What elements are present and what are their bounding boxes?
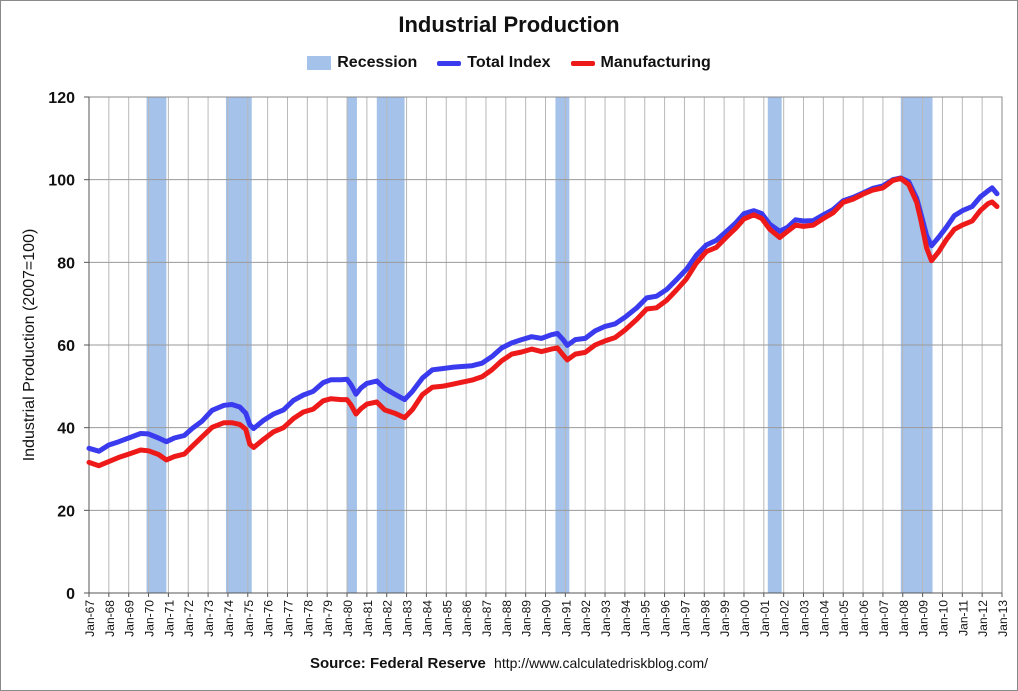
y-tick-label-100: 100: [48, 173, 75, 190]
x-tick-label-Jan-85: Jan-85: [440, 600, 454, 637]
x-tick-label-Jan-84: Jan-84: [420, 600, 434, 637]
x-tick-label-Jan-75: Jan-75: [242, 600, 256, 637]
x-tick-label-Jan-68: Jan-68: [103, 600, 117, 637]
legend-swatch-total-index: [437, 60, 462, 66]
x-tick-label-Jan-05: Jan-05: [837, 600, 851, 637]
x-tick-label-Jan-13: Jan-13: [996, 600, 1010, 637]
x-tick-label-Jan-97: Jan-97: [678, 600, 692, 637]
y-tick-label-60: 60: [57, 338, 75, 355]
x-tick-label-Jan-94: Jan-94: [619, 600, 633, 637]
y-tick-labels: 0 20 40 60 80 100 120: [48, 90, 89, 603]
series-line-total-index: [86, 175, 1000, 454]
legend-swatch-recession: [307, 56, 332, 70]
x-tick-label-Jan-10: Jan-10: [936, 600, 950, 637]
x-tick-label-Jan-83: Jan-83: [401, 600, 415, 637]
x-tick-label-Jan-98: Jan-98: [698, 600, 712, 637]
y-tick-label-20: 20: [57, 503, 75, 520]
source-note: Source: Federal Reserve http://www.calcu…: [0, 655, 1018, 672]
x-tick-label-Jan-03: Jan-03: [798, 600, 812, 637]
series-lines: [86, 175, 1000, 469]
source-url: http://www.calculatedriskblog.com/: [494, 655, 709, 671]
legend-label-manufacturing: Manufacturing: [600, 54, 711, 71]
x-tick-label-Jan-79: Jan-79: [321, 600, 335, 637]
x-tick-label-Jan-07: Jan-07: [877, 600, 891, 637]
chart-title: Industrial Production: [398, 12, 620, 37]
y-tick-label-120: 120: [48, 90, 75, 107]
x-tick-label-Jan-81: Jan-81: [361, 600, 375, 637]
legend-label-total-index: Total Index: [467, 54, 551, 71]
x-tick-label-Jan-80: Jan-80: [341, 600, 355, 637]
x-tick-labels: Jan-67 Jan-68 Jan-69 Jan-70 Jan-71 Jan-72 Jan-…: [83, 593, 1010, 637]
x-tick-label-Jan-08: Jan-08: [897, 600, 911, 637]
legend-item-recession: Recession: [307, 54, 417, 72]
legend-swatch-manufacturing: [570, 60, 595, 66]
x-tick-label-Jan-01: Jan-01: [758, 600, 772, 637]
legend-item-total-index: Total Index: [437, 54, 551, 72]
x-tick-label-Jan-90: Jan-90: [540, 600, 554, 637]
y-tick-label-0: 0: [66, 586, 75, 603]
x-tick-label-Jan-70: Jan-70: [143, 600, 157, 637]
x-tick-label-Jan-86: Jan-86: [460, 600, 474, 637]
x-tick-label-Jan-00: Jan-00: [738, 600, 752, 637]
x-tick-label-Jan-12: Jan-12: [976, 600, 990, 637]
x-tick-label-Jan-67: Jan-67: [83, 600, 97, 637]
source-label: Source: Federal Reserve: [309, 655, 486, 672]
x-tick-label-Jan-82: Jan-82: [381, 600, 395, 637]
x-tick-label-Jan-87: Jan-87: [480, 600, 494, 637]
x-tick-label-Jan-74: Jan-74: [222, 600, 236, 637]
x-tick-label-Jan-89: Jan-89: [520, 600, 534, 637]
x-tick-label-Jan-09: Jan-09: [917, 600, 931, 637]
x-tick-label-Jan-73: Jan-73: [202, 600, 216, 637]
x-tick-label-Jan-93: Jan-93: [599, 600, 613, 637]
x-tick-label-Jan-06: Jan-06: [857, 600, 871, 637]
x-tick-label-Jan-02: Jan-02: [778, 600, 792, 637]
x-tick-label-Jan-76: Jan-76: [262, 600, 276, 637]
x-tick-label-Jan-95: Jan-95: [639, 600, 653, 637]
y-tick-label-80: 80: [57, 255, 75, 272]
x-tick-label-Jan-91: Jan-91: [559, 600, 573, 637]
x-tick-label-Jan-92: Jan-92: [579, 600, 593, 637]
y-tick-label-40: 40: [57, 421, 75, 438]
x-tick-label-Jan-69: Jan-69: [123, 600, 137, 637]
x-tick-label-Jan-96: Jan-96: [659, 600, 673, 637]
legend-label-recession: Recession: [337, 54, 418, 71]
series-line-manufacturing: [86, 175, 1000, 469]
legend-item-manufacturing: Manufacturing: [570, 54, 711, 72]
x-tick-label-Jan-99: Jan-99: [718, 600, 732, 637]
x-tick-label-Jan-88: Jan-88: [500, 600, 514, 637]
x-tick-label-Jan-71: Jan-71: [162, 600, 176, 637]
x-tick-label-Jan-04: Jan-04: [817, 600, 831, 637]
x-tick-label-Jan-78: Jan-78: [301, 600, 315, 637]
x-tick-label-Jan-11: Jan-11: [956, 600, 970, 636]
legend: Recession Total Index Manufacturing: [0, 54, 1018, 72]
x-tick-label-Jan-77: Jan-77: [281, 600, 295, 637]
x-tick-label-Jan-72: Jan-72: [182, 600, 196, 637]
